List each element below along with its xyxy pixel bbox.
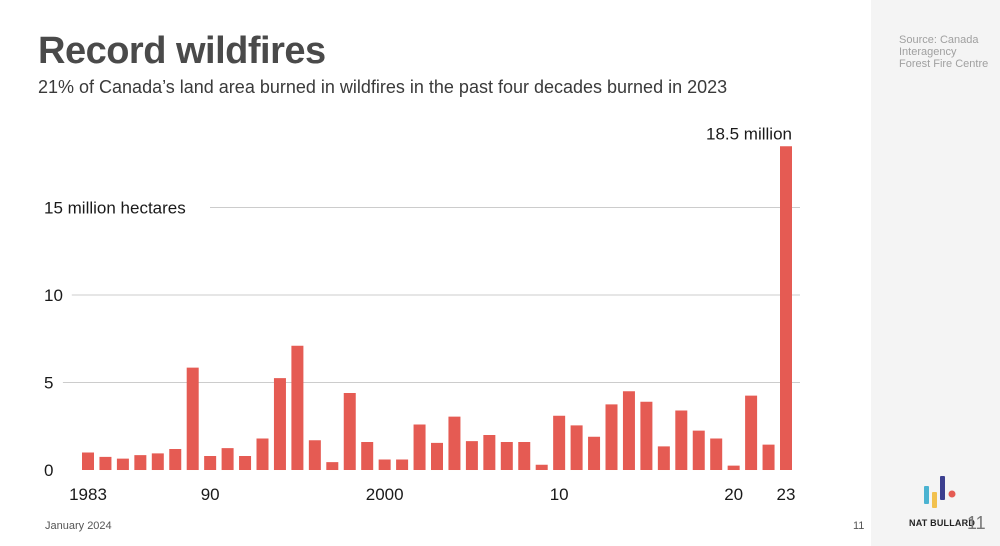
x-axis-labels: 1983 90 2000 10 20 23 xyxy=(69,485,795,504)
bar-1993 xyxy=(256,438,269,470)
bar-2009 xyxy=(535,464,548,470)
bar-2002 xyxy=(413,424,426,470)
bars xyxy=(82,146,792,471)
bar-1989 xyxy=(186,367,199,471)
bar-2017 xyxy=(675,410,688,470)
bar-2007 xyxy=(500,442,513,470)
y-tick-label: 0 xyxy=(44,461,53,480)
bar-1994 xyxy=(273,378,286,471)
bar-2014 xyxy=(622,391,635,470)
bar-1999 xyxy=(361,442,374,470)
footer-page-number: 11 xyxy=(853,520,865,532)
source-note: Source: Canada Interagency Forest Fire C… xyxy=(899,34,989,70)
bar-1997 xyxy=(326,462,339,471)
bar-1988 xyxy=(169,449,182,470)
y-tick-label: 5 xyxy=(44,374,53,393)
bar-2021 xyxy=(745,395,758,471)
bar-2022 xyxy=(762,444,775,471)
bar-2006 xyxy=(483,435,496,470)
bar-2008 xyxy=(518,442,531,470)
bar-1991 xyxy=(221,448,234,471)
bar-2016 xyxy=(657,446,670,471)
x-tick-label: 90 xyxy=(201,485,220,504)
bar-2003 xyxy=(431,442,443,471)
grid-lines xyxy=(62,207,800,383)
bar-2001 xyxy=(396,459,409,470)
bar-1992 xyxy=(239,456,252,470)
data-label: 18.5 million xyxy=(706,124,792,143)
x-tick-label: 2000 xyxy=(366,485,404,504)
logo-text: NAT BULLARD xyxy=(909,518,976,528)
bar-1984 xyxy=(99,456,112,471)
bar-1996 xyxy=(308,440,321,470)
bar-1990 xyxy=(204,456,217,470)
side-slide-number: 11 xyxy=(967,513,986,533)
y-tick-label: 10 xyxy=(44,286,63,305)
x-tick-label: 23 xyxy=(777,485,796,504)
wildfire-bar-chart: 0 5 10 15 million hectares 1983 90 2000 10 20 23… xyxy=(44,124,800,504)
bar-2015 xyxy=(640,401,653,470)
bar-1995 xyxy=(291,345,304,470)
bar-1985 xyxy=(116,458,129,471)
page-subtitle: 21% of Canada’s land area burned in wild… xyxy=(38,77,728,97)
bar-2000 xyxy=(378,459,391,470)
bar-2023 xyxy=(780,146,792,470)
x-tick-label: 1983 xyxy=(69,485,107,504)
footer-date: January 2024 xyxy=(45,520,112,532)
bar-2012 xyxy=(588,436,601,470)
bar-2019 xyxy=(710,438,723,470)
bar-2005 xyxy=(465,441,478,471)
bar-2010 xyxy=(553,415,566,470)
bar-2011 xyxy=(570,425,583,471)
bar-1986 xyxy=(134,455,147,471)
bar-2018 xyxy=(692,430,705,471)
page-title: Record wildfires xyxy=(38,30,326,72)
bar-1983 xyxy=(82,452,94,470)
bar-2013 xyxy=(605,404,618,471)
x-tick-label: 20 xyxy=(724,485,743,504)
y-axis-labels: 0 5 10 15 million hectares xyxy=(44,199,186,481)
bar-2020 xyxy=(727,465,740,471)
bar-2004 xyxy=(448,416,461,471)
nat-bullard-logo-icon xyxy=(924,476,956,508)
x-tick-label: 10 xyxy=(550,485,569,504)
annotations: 18.5 million xyxy=(706,124,792,143)
bar-1998 xyxy=(343,393,356,470)
side-panel: Source: Canada Interagency Forest Fire C… xyxy=(871,0,1000,546)
bar-1987 xyxy=(151,453,164,471)
y-tick-label: 15 million hectares xyxy=(44,199,186,218)
